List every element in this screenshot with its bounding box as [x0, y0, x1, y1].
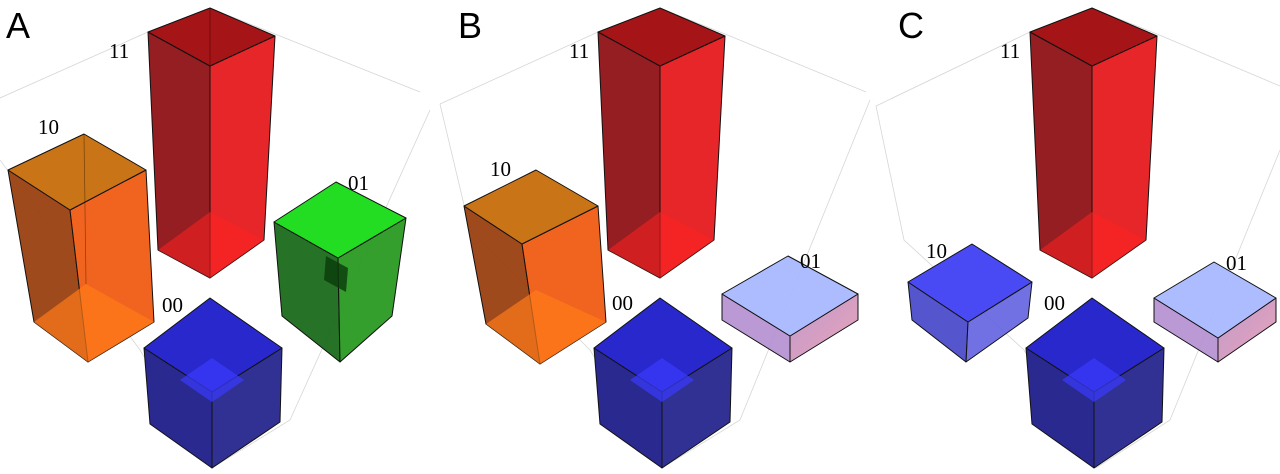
bar-11 — [147, 7, 276, 279]
bar-label-01: 01 — [348, 171, 369, 195]
bar-label-11: 11 — [109, 39, 129, 63]
bar-label-10: 10 — [926, 239, 947, 263]
bar-00 — [1025, 297, 1165, 469]
bar-label-00: 00 — [612, 291, 633, 315]
bar-01 — [721, 255, 859, 363]
bar-label-10: 10 — [490, 157, 511, 181]
panel-a: A — [0, 5, 431, 469]
bar-11 — [597, 7, 726, 279]
panel-c: C — [875, 5, 1280, 469]
bar-00 — [593, 297, 733, 469]
panel-letter: B — [458, 5, 482, 46]
bar-label-11: 11 — [1000, 39, 1020, 63]
bar-01 — [273, 181, 407, 363]
bar-10 — [463, 169, 607, 365]
bar-label-11: 11 — [569, 39, 589, 63]
panel-b: B — [439, 5, 871, 469]
bar-label-00: 00 — [162, 293, 183, 317]
bar-label-01: 01 — [1226, 251, 1247, 275]
bar-label-00: 00 — [1044, 291, 1065, 315]
bar-10 — [7, 133, 155, 363]
bar-label-01: 01 — [800, 249, 821, 273]
bar-11 — [1029, 7, 1158, 279]
bar-label-10: 10 — [38, 115, 59, 139]
bar-00 — [143, 297, 283, 469]
bar-10 — [907, 243, 1033, 363]
panel-letter: C — [898, 5, 924, 46]
panel-letter: A — [6, 5, 30, 46]
bar-01 — [1153, 261, 1277, 363]
